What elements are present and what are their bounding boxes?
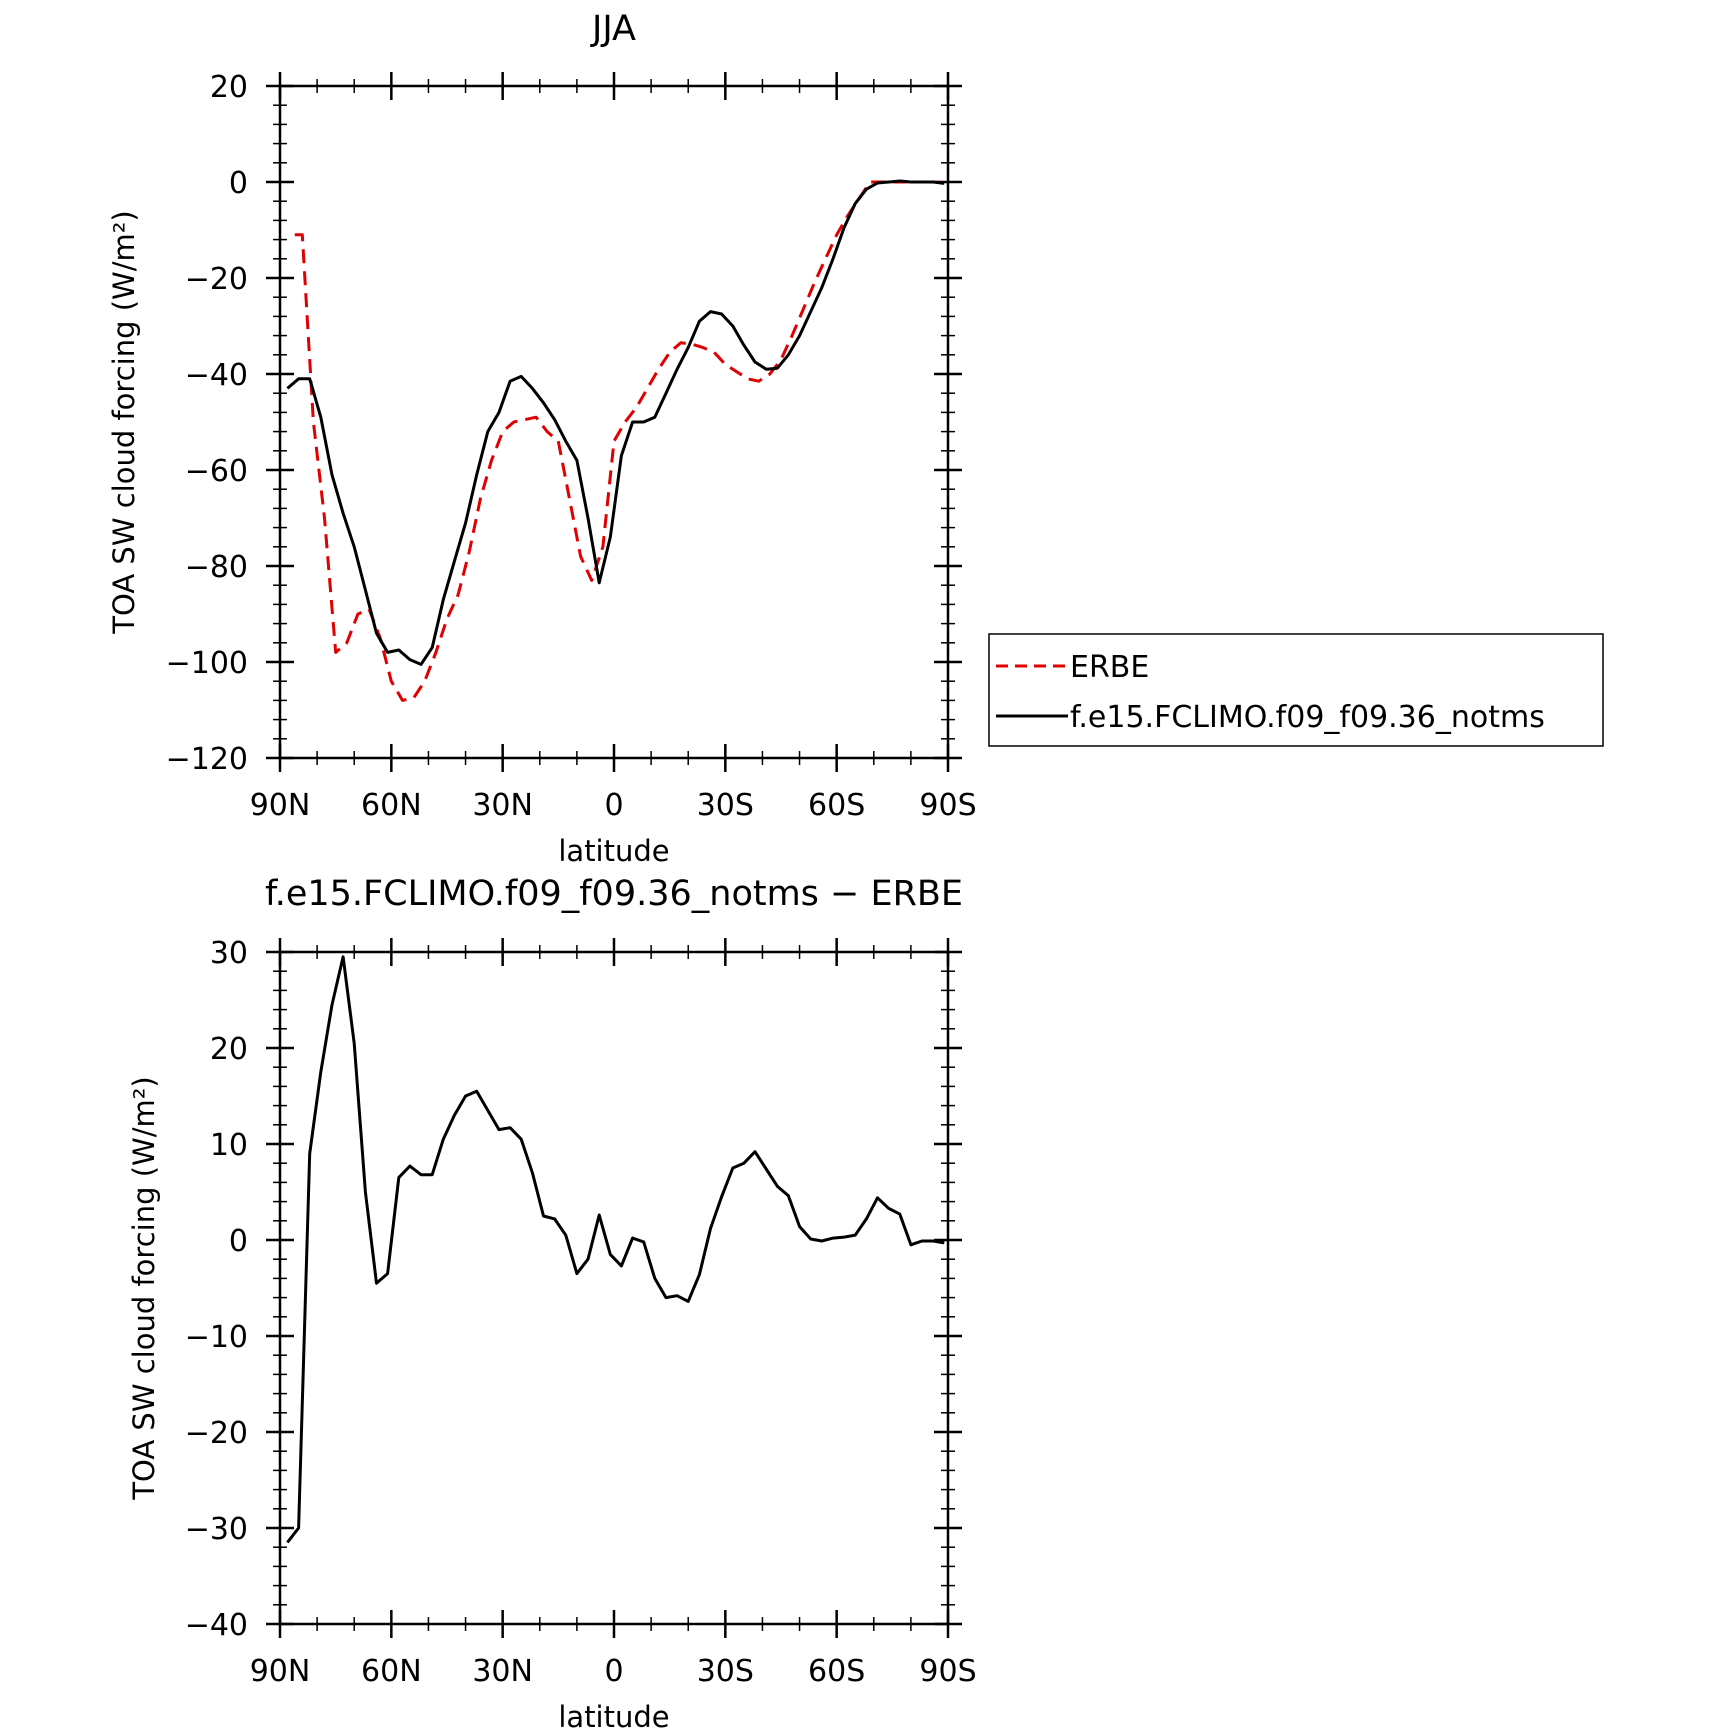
y-tick-label: 20 (210, 70, 248, 105)
y-tick-label: 20 (210, 1032, 248, 1067)
x-tick-label: 60N (361, 1654, 422, 1689)
x-tick-label: 0 (604, 788, 623, 823)
series-layer (286, 955, 945, 1544)
plot-frame (278, 84, 950, 760)
x-tick-label: 90N (250, 788, 311, 823)
y-axis-label: TOA SW cloud forcing (W/m²) (107, 210, 141, 634)
legend: ERBE f.e15.FCLIMO.f09_f09.36_notms (988, 633, 1604, 747)
x-tick-label: 30S (697, 788, 754, 823)
y-tick-label: −120 (166, 742, 248, 777)
series-layer (286, 179, 945, 702)
x-tick-label: 30S (697, 1654, 754, 1689)
series-line-erbe (294, 180, 941, 702)
series-line-f-e15-fclimo-f09-f09-36-notms (286, 179, 945, 666)
y-tick-label: −40 (185, 1608, 248, 1643)
y-tick-label: −80 (185, 550, 248, 585)
y-tick-label: 0 (229, 166, 248, 201)
panel-bottom: f.e15.FCLIMO.f09_f09.36_notms − ERBE 30 2… (127, 874, 977, 1734)
x-tick-label: 60S (808, 788, 865, 823)
y-tick-label: 10 (210, 1128, 248, 1163)
legend-label-erbe: ERBE (1070, 650, 1149, 685)
y-tick-label: 0 (229, 1224, 248, 1259)
chart-title: f.e15.FCLIMO.f09_f09.36_notms − ERBE (265, 874, 963, 914)
y-tick-label: −30 (185, 1512, 248, 1547)
chart-title: JJA (590, 9, 636, 49)
x-axis-label: latitude (558, 1700, 669, 1734)
x-tick-label: 60S (808, 1654, 865, 1689)
legend-box (988, 633, 1604, 747)
y-tick-label: −60 (185, 454, 248, 489)
y-tick-label: −20 (185, 1416, 248, 1451)
x-tick-label: 30N (472, 1654, 533, 1689)
y-tick-label: −100 (166, 646, 248, 681)
y-tick-label: −20 (185, 262, 248, 297)
y-tick-label: −40 (185, 358, 248, 393)
legend-label-model: f.e15.FCLIMO.f09_f09.36_notms (1070, 700, 1545, 735)
plot-frame (278, 950, 950, 1626)
x-tick-label: 60N (361, 788, 422, 823)
x-tick-label: 90S (919, 1654, 976, 1689)
x-tick-label: 90N (250, 1654, 311, 1689)
x-tick-label: 0 (604, 1654, 623, 1689)
x-tick-label: 30N (472, 788, 533, 823)
y-tick-label: 30 (210, 936, 248, 971)
x-tick-label: 90S (919, 788, 976, 823)
y-tick-label: −10 (185, 1320, 248, 1355)
series-line-difference (286, 955, 945, 1544)
y-axis-label: TOA SW cloud forcing (W/m²) (127, 1076, 161, 1500)
x-axis-label: latitude (558, 834, 669, 868)
